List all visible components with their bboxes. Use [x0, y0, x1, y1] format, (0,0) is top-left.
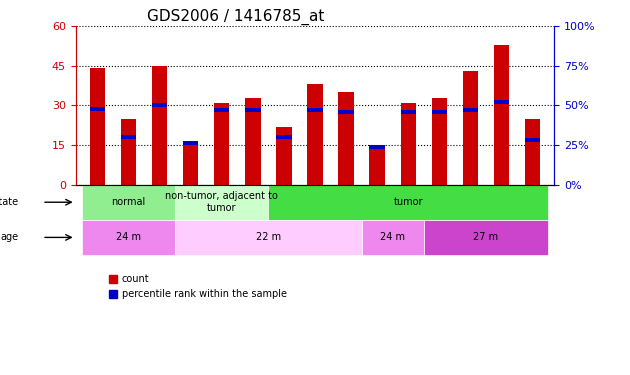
Bar [307, 84, 323, 184]
Bar [338, 110, 354, 114]
Bar [369, 145, 385, 148]
Text: normal: normal [112, 197, 146, 207]
Bar [432, 110, 447, 114]
FancyBboxPatch shape [175, 220, 362, 255]
FancyBboxPatch shape [424, 220, 548, 255]
Text: GDS2006 / 1416785_at: GDS2006 / 1416785_at [147, 9, 325, 25]
Bar [494, 100, 509, 104]
Text: 22 m: 22 m [256, 232, 281, 242]
FancyBboxPatch shape [362, 220, 424, 255]
Bar [494, 45, 509, 184]
Bar [338, 92, 354, 184]
Bar [245, 98, 261, 184]
Text: age: age [0, 232, 18, 242]
FancyBboxPatch shape [175, 184, 268, 220]
Text: 24 m: 24 m [116, 232, 141, 242]
Bar [183, 141, 198, 146]
Bar [121, 118, 136, 184]
Bar [121, 135, 136, 139]
Bar [89, 69, 105, 184]
Text: disease state: disease state [0, 197, 18, 207]
Text: tumor: tumor [394, 197, 423, 207]
FancyBboxPatch shape [82, 220, 175, 255]
Bar [214, 108, 229, 112]
Bar [276, 135, 292, 139]
Bar [369, 148, 385, 184]
Text: non-tumor, adjacent to
tumor: non-tumor, adjacent to tumor [165, 191, 278, 213]
Bar [401, 103, 416, 184]
Bar [276, 126, 292, 184]
Text: 27 m: 27 m [473, 232, 498, 242]
Bar [245, 108, 261, 112]
Bar [152, 104, 168, 107]
Bar [462, 71, 478, 184]
Bar [152, 66, 168, 184]
Text: 24 m: 24 m [381, 232, 405, 242]
FancyBboxPatch shape [82, 184, 175, 220]
Bar [214, 103, 229, 184]
Bar [183, 142, 198, 184]
Bar [525, 118, 541, 184]
Bar [432, 98, 447, 184]
FancyBboxPatch shape [268, 184, 548, 220]
Bar [89, 106, 105, 111]
Bar [401, 110, 416, 114]
Bar [525, 138, 541, 142]
Bar [307, 108, 323, 112]
Bar [462, 108, 478, 112]
Legend: count, percentile rank within the sample: count, percentile rank within the sample [105, 270, 291, 303]
